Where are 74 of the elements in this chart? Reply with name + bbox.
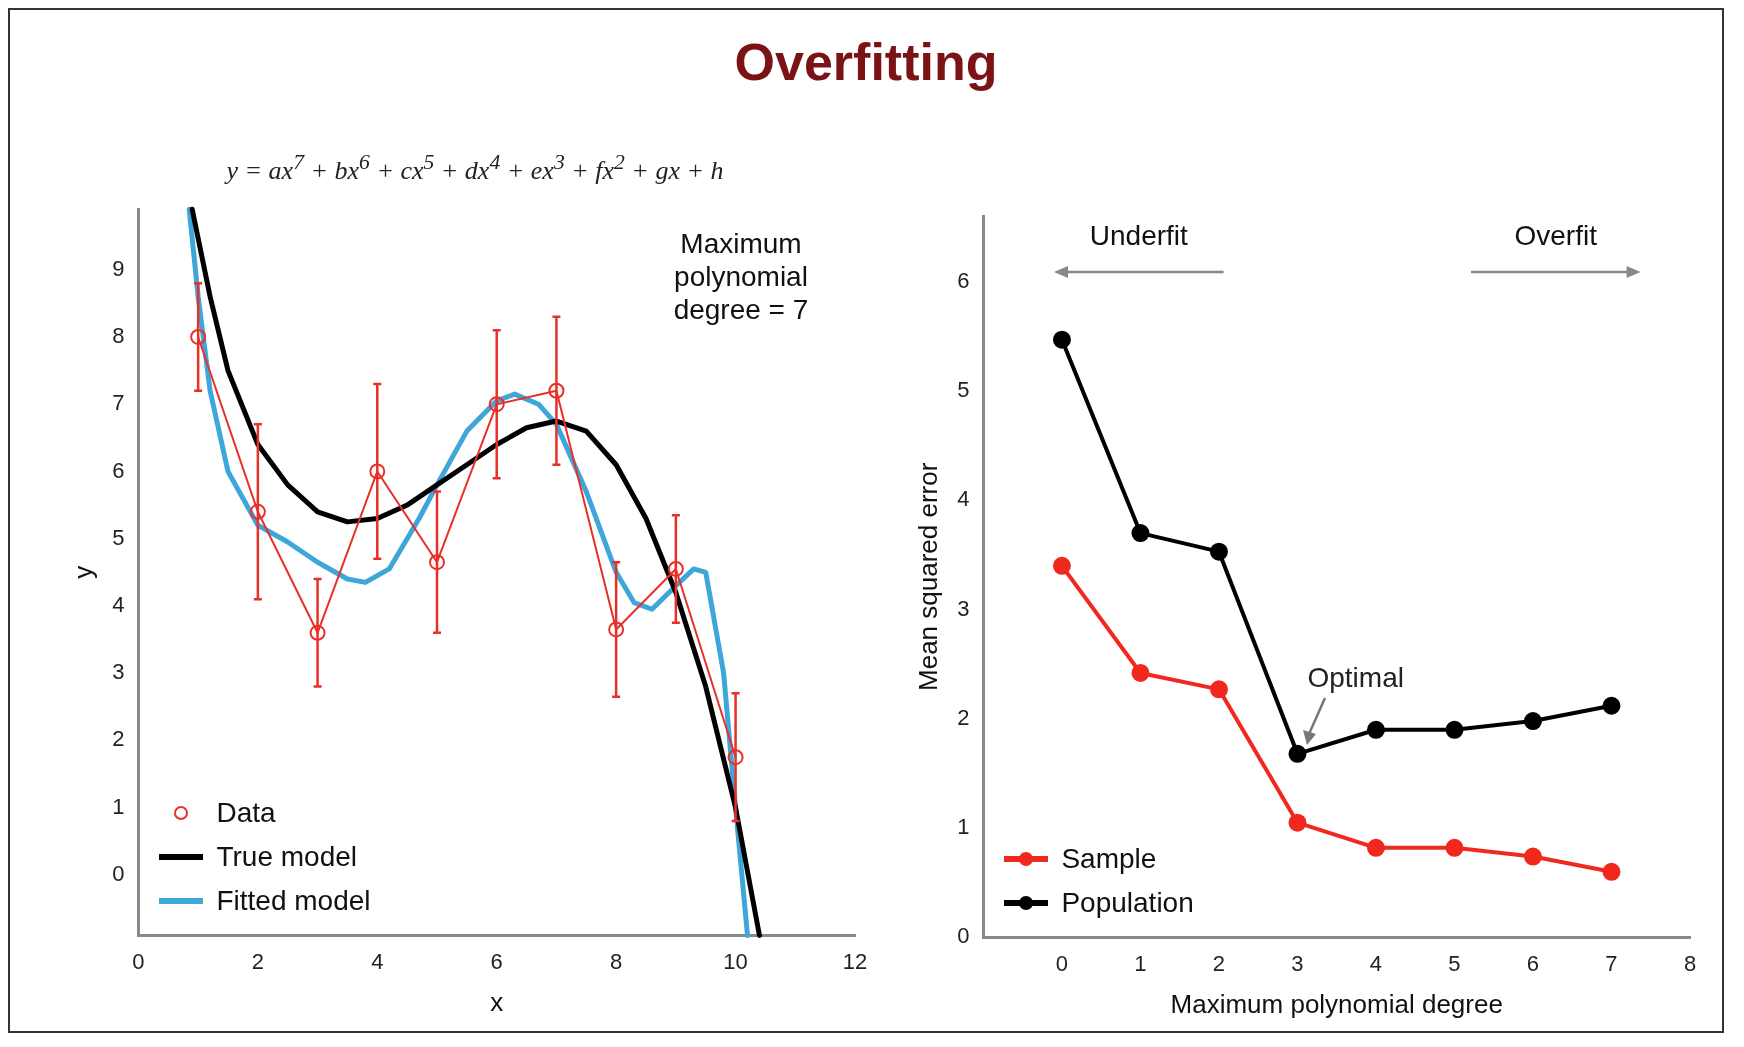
point xyxy=(1366,838,1385,857)
point xyxy=(249,503,266,520)
point xyxy=(369,463,386,480)
point xyxy=(1209,542,1228,561)
annotation: Optimal xyxy=(1307,661,1404,694)
y-tick-label: 9 xyxy=(112,255,125,281)
point xyxy=(429,554,445,571)
point xyxy=(727,749,744,766)
point xyxy=(1288,813,1307,832)
x-tick-label: 0 xyxy=(1055,950,1069,976)
x-tick-label: 4 xyxy=(371,948,384,974)
legend-label: Population xyxy=(1061,886,1194,921)
point xyxy=(1602,696,1621,715)
y-axis-title: Mean squared error xyxy=(912,462,943,691)
point xyxy=(1131,663,1150,682)
y-axis-title: y xyxy=(67,565,98,579)
x-tick-label: 3 xyxy=(1291,950,1304,976)
point xyxy=(1209,680,1228,699)
point xyxy=(1052,556,1071,575)
point xyxy=(1131,524,1150,543)
point xyxy=(309,624,326,641)
x-tick-label: 4 xyxy=(1369,950,1383,976)
x-tick-label: 6 xyxy=(1526,950,1540,976)
point xyxy=(548,382,565,399)
legend-label: True model xyxy=(216,840,357,875)
legend-label: Data xyxy=(216,796,276,831)
x-axis-title: Maximum polynomial degree xyxy=(1170,988,1503,1019)
x-tick-label: 8 xyxy=(610,948,623,974)
x-tick-label: 6 xyxy=(490,948,503,974)
y-tick-label: 5 xyxy=(957,377,970,403)
y-tick-label: 0 xyxy=(957,923,970,949)
y-tick-label: 7 xyxy=(112,390,125,416)
x-tick-label: 10 xyxy=(723,948,748,974)
y-tick-label: 5 xyxy=(112,524,125,550)
point xyxy=(1052,330,1071,349)
y-tick-label: 6 xyxy=(957,267,970,293)
point xyxy=(608,621,625,638)
y-tick-label: 6 xyxy=(112,457,125,483)
x-axis-title: x xyxy=(490,986,504,1017)
x-tick-label: 2 xyxy=(251,948,264,974)
y-tick-label: 3 xyxy=(112,659,125,685)
text: y = ax$^{7}$ + bx$^{6}$ + cx$^{5}$ + dx$^{4}$ + ex$^{3}$ + fx$^{2}$ + gx + h xyxy=(226,150,724,185)
x-tick-label: 8 xyxy=(1683,950,1697,976)
point xyxy=(1602,862,1621,881)
y-tick-label: 0 xyxy=(112,860,125,886)
x-tick-label: 7 xyxy=(1605,950,1618,976)
y-tick-label: 2 xyxy=(112,726,125,752)
x-tick-label: 2 xyxy=(1212,950,1226,976)
legend-label: Sample xyxy=(1061,842,1157,877)
point xyxy=(667,560,684,577)
point xyxy=(1366,720,1385,739)
point xyxy=(488,396,505,413)
annotation: Maximum polynomial degree = 7 xyxy=(672,227,810,327)
point xyxy=(1523,712,1542,731)
y-tick-label: 4 xyxy=(112,591,125,617)
y-tick-label: 1 xyxy=(957,814,970,840)
y-tick-label: 3 xyxy=(957,595,970,621)
legend-label: Fitted model xyxy=(216,884,371,919)
y-tick-label: 2 xyxy=(957,704,970,730)
chart-title: Overfitting xyxy=(733,32,999,92)
y-tick-label: 4 xyxy=(957,486,970,512)
point xyxy=(190,328,207,345)
y-tick-label: 8 xyxy=(112,323,125,349)
annotation: Overfit xyxy=(1513,220,1598,253)
point xyxy=(1523,847,1542,866)
annotation: Underfit xyxy=(1088,220,1189,253)
point xyxy=(1445,720,1464,739)
x-tick-label: 1 xyxy=(1134,950,1147,976)
x-tick-label: 0 xyxy=(132,948,145,974)
y-tick-label: 1 xyxy=(112,793,125,819)
x-tick-label: 5 xyxy=(1448,950,1461,976)
point xyxy=(1288,744,1307,763)
x-tick-label: 12 xyxy=(842,948,868,974)
point xyxy=(1445,838,1464,857)
